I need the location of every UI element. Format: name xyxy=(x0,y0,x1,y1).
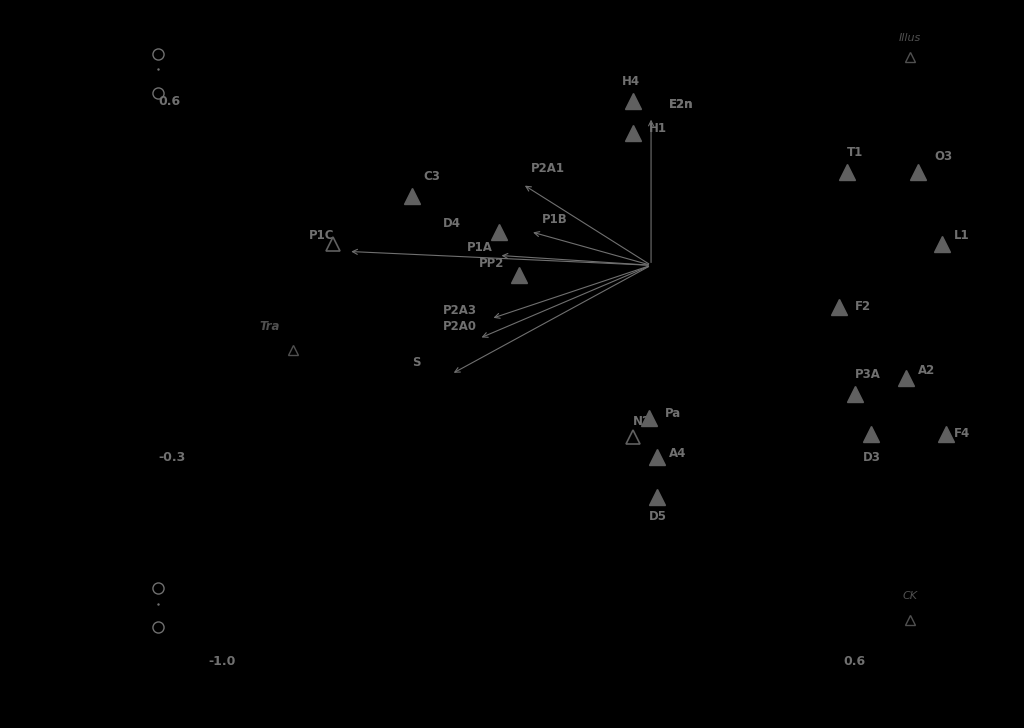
Text: Tra: Tra xyxy=(259,320,280,333)
Text: P2A3: P2A3 xyxy=(443,304,477,317)
Text: -1.0: -1.0 xyxy=(208,655,236,668)
Text: N2: N2 xyxy=(633,415,651,428)
Text: P1A: P1A xyxy=(467,241,493,254)
Text: P1B: P1B xyxy=(543,213,568,226)
Text: D5: D5 xyxy=(649,510,667,523)
Text: L1: L1 xyxy=(953,229,970,242)
Text: Illus: Illus xyxy=(899,33,922,43)
Text: P2A1: P2A1 xyxy=(530,162,564,175)
Text: S: S xyxy=(412,356,420,369)
Text: 0.6: 0.6 xyxy=(844,655,866,668)
Text: H4: H4 xyxy=(622,75,640,87)
Text: PP2: PP2 xyxy=(479,257,505,270)
Text: -0.3: -0.3 xyxy=(159,451,185,464)
Text: 0.6: 0.6 xyxy=(159,95,180,108)
Text: C3: C3 xyxy=(424,170,440,183)
Text: A2: A2 xyxy=(919,364,935,376)
Text: H1: H1 xyxy=(649,122,667,135)
Text: E2n: E2n xyxy=(669,98,693,111)
Text: D3: D3 xyxy=(862,451,881,464)
Text: P1C: P1C xyxy=(309,229,334,242)
Text: E2n: E2n xyxy=(669,98,693,111)
Text: P2A0: P2A0 xyxy=(443,320,477,333)
Text: A4: A4 xyxy=(669,447,686,460)
Text: O3: O3 xyxy=(934,150,952,163)
Text: F2: F2 xyxy=(855,301,871,313)
Text: Pa: Pa xyxy=(665,407,681,420)
Text: T1: T1 xyxy=(847,146,863,159)
Text: F4: F4 xyxy=(953,427,970,440)
Text: D4: D4 xyxy=(443,217,462,230)
Text: P3A: P3A xyxy=(855,368,881,381)
Text: CK: CK xyxy=(903,591,918,601)
